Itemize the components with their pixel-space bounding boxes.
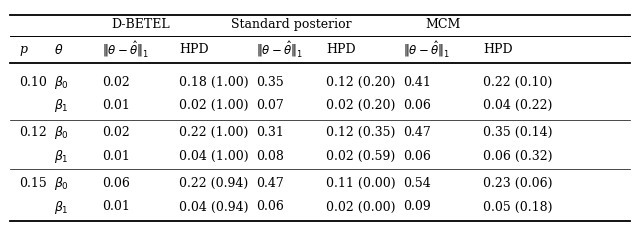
Text: 0.06 (0.32): 0.06 (0.32) bbox=[483, 150, 553, 163]
Text: 0.04 (1.00): 0.04 (1.00) bbox=[179, 150, 249, 163]
Text: 0.54: 0.54 bbox=[403, 177, 431, 190]
Text: $\beta_0$: $\beta_0$ bbox=[54, 74, 69, 91]
Text: 0.35 (0.14): 0.35 (0.14) bbox=[483, 126, 553, 139]
Text: $\|\theta - \hat{\theta}\|_1$: $\|\theta - \hat{\theta}\|_1$ bbox=[403, 40, 451, 59]
Text: 0.12 (0.35): 0.12 (0.35) bbox=[326, 126, 396, 139]
Text: 0.01: 0.01 bbox=[102, 99, 131, 112]
Text: 0.02 (0.59): 0.02 (0.59) bbox=[326, 150, 396, 163]
Text: 0.35: 0.35 bbox=[256, 76, 284, 89]
Text: 0.23 (0.06): 0.23 (0.06) bbox=[483, 177, 553, 190]
Text: 0.18 (1.00): 0.18 (1.00) bbox=[179, 76, 249, 89]
Text: 0.31: 0.31 bbox=[256, 126, 284, 139]
Text: 0.06: 0.06 bbox=[403, 99, 431, 112]
Text: HPD: HPD bbox=[179, 43, 209, 56]
Text: MCM: MCM bbox=[426, 18, 461, 31]
Text: $\beta_1$: $\beta_1$ bbox=[54, 97, 69, 114]
Text: 0.12 (0.20): 0.12 (0.20) bbox=[326, 76, 396, 89]
Text: 0.15: 0.15 bbox=[19, 177, 47, 190]
Text: Standard posterior: Standard posterior bbox=[231, 18, 351, 31]
Text: 0.47: 0.47 bbox=[256, 177, 284, 190]
Text: 0.08: 0.08 bbox=[256, 150, 284, 163]
Text: 0.04 (0.22): 0.04 (0.22) bbox=[483, 99, 552, 112]
Text: $\beta_1$: $\beta_1$ bbox=[54, 148, 69, 165]
Text: 0.02: 0.02 bbox=[102, 76, 130, 89]
Text: 0.12: 0.12 bbox=[19, 126, 47, 139]
Text: 0.01: 0.01 bbox=[102, 150, 131, 163]
Text: 0.11 (0.00): 0.11 (0.00) bbox=[326, 177, 396, 190]
Text: HPD: HPD bbox=[483, 43, 513, 56]
Text: 0.05 (0.18): 0.05 (0.18) bbox=[483, 200, 553, 214]
Text: 0.22 (0.10): 0.22 (0.10) bbox=[483, 76, 552, 89]
Text: 0.02 (0.20): 0.02 (0.20) bbox=[326, 99, 396, 112]
Text: $\theta$: $\theta$ bbox=[54, 43, 64, 56]
Text: 0.02 (1.00): 0.02 (1.00) bbox=[179, 99, 249, 112]
Text: 0.09: 0.09 bbox=[403, 200, 431, 214]
Text: $\|\theta - \hat{\theta}\|_1$: $\|\theta - \hat{\theta}\|_1$ bbox=[256, 40, 303, 59]
Text: HPD: HPD bbox=[326, 43, 356, 56]
Text: p: p bbox=[19, 43, 27, 56]
Text: 0.06: 0.06 bbox=[102, 177, 131, 190]
Text: $\beta_1$: $\beta_1$ bbox=[54, 198, 69, 216]
Text: 0.41: 0.41 bbox=[403, 76, 431, 89]
Text: 0.02 (0.00): 0.02 (0.00) bbox=[326, 200, 396, 214]
Text: 0.47: 0.47 bbox=[403, 126, 431, 139]
Text: 0.02: 0.02 bbox=[102, 126, 130, 139]
Text: 0.01: 0.01 bbox=[102, 200, 131, 214]
Text: D-BETEL: D-BETEL bbox=[111, 18, 170, 31]
Text: 0.07: 0.07 bbox=[256, 99, 284, 112]
Text: 0.10: 0.10 bbox=[19, 76, 47, 89]
Text: $\beta_0$: $\beta_0$ bbox=[54, 175, 69, 192]
Text: 0.22 (1.00): 0.22 (1.00) bbox=[179, 126, 248, 139]
Text: 0.06: 0.06 bbox=[403, 150, 431, 163]
Text: 0.06: 0.06 bbox=[256, 200, 284, 214]
Text: 0.22 (0.94): 0.22 (0.94) bbox=[179, 177, 248, 190]
Text: $\|\theta - \hat{\theta}\|_1$: $\|\theta - \hat{\theta}\|_1$ bbox=[102, 40, 150, 59]
Text: $\beta_0$: $\beta_0$ bbox=[54, 124, 69, 141]
Text: 0.04 (0.94): 0.04 (0.94) bbox=[179, 200, 249, 214]
